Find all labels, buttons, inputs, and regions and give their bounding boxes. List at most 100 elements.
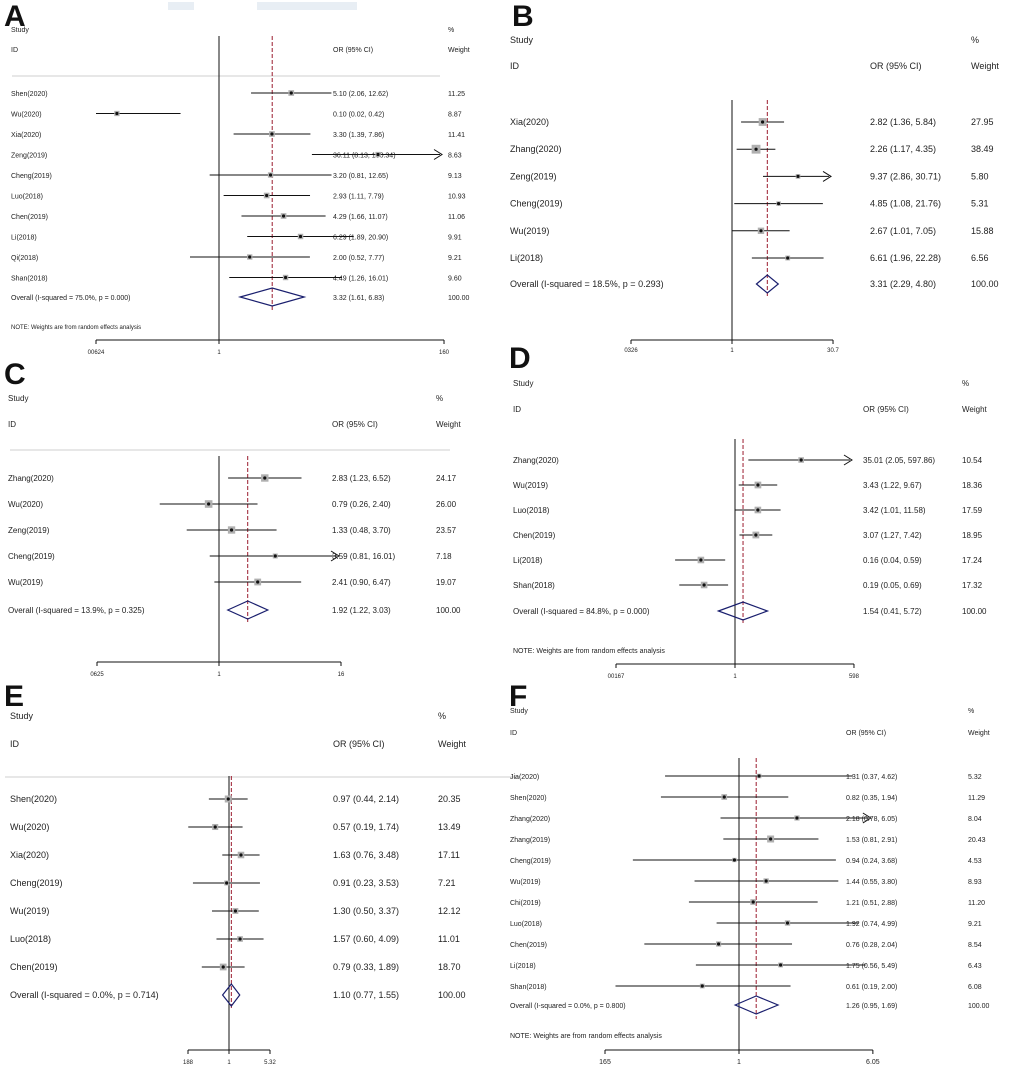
study-or-ci: 2.41 (0.90, 6.47) <box>332 578 391 587</box>
forest-plot-panel-e: E Study ID OR (95% CI)% Weight Shen(2020) 0.9… <box>0 680 520 1071</box>
study-label: Chen(2019) <box>10 962 58 972</box>
header-weight: Weight <box>971 61 999 71</box>
overall-weight: 100.00 <box>962 607 987 616</box>
pooled-diamond <box>716 601 770 621</box>
study-weight: 18.95 <box>962 531 983 540</box>
point-estimate <box>796 174 800 178</box>
overall-or-ci: 1.10 (0.77, 1.55) <box>333 990 399 1000</box>
overall-weight: 100.00 <box>438 990 466 1000</box>
header-weight: Weight <box>448 47 470 54</box>
study-weight: 11.41 <box>448 132 465 139</box>
point-estimate <box>764 879 768 883</box>
study-label: Shen(2020) <box>510 795 547 802</box>
x-axis-tick-label: 1 <box>217 350 221 356</box>
overall-label: Overall (I-squared = 13.9%, p = 0.325) <box>8 606 145 615</box>
study-weight: 11.01 <box>438 934 460 944</box>
forest-plot-panel-a: A Study ID OR (95% CI)% Weight Shen(2020) 5.1… <box>0 0 510 358</box>
forest-plot-d: Study ID OR (95% CI)% Weight Zhang(2020) 35.0… <box>513 379 988 680</box>
study-label: Luo(2018) <box>10 934 51 944</box>
header-percent: % <box>962 379 969 388</box>
header-study: Study <box>11 27 29 34</box>
study-label: Li(2018) <box>510 963 536 970</box>
study-or-ci: 1.44 (0.55, 3.80) <box>846 879 897 886</box>
x-axis-tick-label: 1 <box>217 672 221 678</box>
x-axis-tick-label: 0326 <box>624 348 638 354</box>
study-label: Wu(2020) <box>11 112 42 119</box>
point-estimate <box>376 152 380 157</box>
study-weight: 23.57 <box>436 526 457 535</box>
study-label: Shan(2018) <box>510 984 547 991</box>
study-or-ci: 1.75 (0.56, 5.49) <box>846 963 897 970</box>
point-estimate <box>779 963 783 967</box>
x-axis-tick-label: 00624 <box>88 350 105 356</box>
header-study: Study <box>513 379 533 388</box>
study-label: Chen(2019) <box>510 942 547 949</box>
study-label: Wu(2019) <box>8 578 43 587</box>
header-decoration <box>168 2 194 10</box>
point-estimate <box>221 965 225 969</box>
study-or-ci: 1.30 (0.50, 3.37) <box>333 906 399 916</box>
header-study: Study <box>8 394 28 403</box>
header-or-ci: OR (95% CI) <box>863 405 909 414</box>
study-label: Zhang(2020) <box>8 474 54 483</box>
study-weight: 10.54 <box>962 456 983 465</box>
study-or-ci: 0.91 (0.23, 3.53) <box>333 878 399 888</box>
weights-note: NOTE: Weights are from random effects an… <box>513 648 665 655</box>
forest-plot-b: Study ID OR (95% CI)% Weight Xia(2020) 2.82 (… <box>510 35 999 354</box>
study-weight: 11.06 <box>448 214 465 221</box>
point-estimate <box>754 147 758 151</box>
study-label: Wu(2020) <box>8 500 43 509</box>
study-weight: 9.60 <box>448 276 462 283</box>
study-label: Shen(2020) <box>11 91 48 98</box>
study-or-ci: 2.67 (1.01, 7.05) <box>870 226 936 236</box>
study-weight: 20.43 <box>968 837 986 844</box>
study-label: Wu(2019) <box>10 906 49 916</box>
study-or-ci: 0.94 (0.24, 3.68) <box>846 858 897 865</box>
point-estimate <box>751 900 755 904</box>
forest-plot-e: Study ID OR (95% CI)% Weight Shen(2020) 0.97 … <box>5 711 520 1066</box>
study-or-ci: 0.10 (0.02, 0.42) <box>333 112 384 119</box>
forest-plot-panel-d: D Study ID OR (95% CI)% Weight Zhang(2020) 35… <box>505 342 1020 681</box>
study-weight: 17.11 <box>438 850 460 860</box>
x-axis-tick-label: 165 <box>599 1059 611 1066</box>
study-label: Zeng(2019) <box>510 171 557 181</box>
header-percent: % <box>438 711 446 721</box>
overall-weight: 100.00 <box>971 279 999 289</box>
study-weight: 4.53 <box>968 858 982 865</box>
point-estimate <box>754 533 758 537</box>
overall-label: Overall (I-squared = 18.5%, p = 0.293) <box>510 279 664 289</box>
study-or-ci: 1.21 (0.51, 2.88) <box>846 900 897 907</box>
header-percent: % <box>448 27 454 34</box>
study-weight: 18.70 <box>438 962 461 972</box>
study-or-ci: 3.07 (1.27, 7.42) <box>863 531 922 540</box>
pooled-diamond <box>237 287 307 307</box>
study-label: Zhang(2020) <box>510 816 550 823</box>
x-axis-tick-label: 0625 <box>90 672 104 678</box>
study-label: Cheng(2019) <box>510 858 551 865</box>
header-or-ci: OR (95% CI) <box>870 61 922 71</box>
study-weight: 17.59 <box>962 506 983 515</box>
study-weight: 18.36 <box>962 481 983 490</box>
study-or-ci: 1.33 (0.48, 3.70) <box>332 526 391 535</box>
study-weight: 8.54 <box>968 942 982 949</box>
study-or-ci: 2.26 (1.17, 4.35) <box>870 144 936 154</box>
point-estimate <box>265 193 269 198</box>
overall-weight: 100.00 <box>448 295 470 302</box>
point-estimate <box>207 502 211 506</box>
overall-label: Overall (I-squared = 75.0%, p = 0.000) <box>11 295 130 302</box>
study-label: Li(2018) <box>510 253 543 263</box>
study-weight: 11.20 <box>968 900 985 907</box>
point-estimate <box>233 909 238 913</box>
point-estimate <box>757 774 761 778</box>
forest-plot-a: Study ID OR (95% CI)% Weight Shen(2020) 5.10 … <box>11 27 470 356</box>
header-id: ID <box>513 405 521 414</box>
study-label: Cheng(2019) <box>8 552 55 561</box>
study-label: Zeng(2019) <box>11 153 47 160</box>
header-or-ci: OR (95% CI) <box>846 730 886 737</box>
study-or-ci: 2.83 (1.23, 6.52) <box>332 474 391 483</box>
header-id: ID <box>10 739 20 749</box>
study-or-ci: 0.61 (0.19, 2.00) <box>846 984 897 991</box>
header-id: ID <box>11 47 18 54</box>
study-weight: 6.56 <box>971 253 989 263</box>
point-estimate <box>785 921 790 925</box>
